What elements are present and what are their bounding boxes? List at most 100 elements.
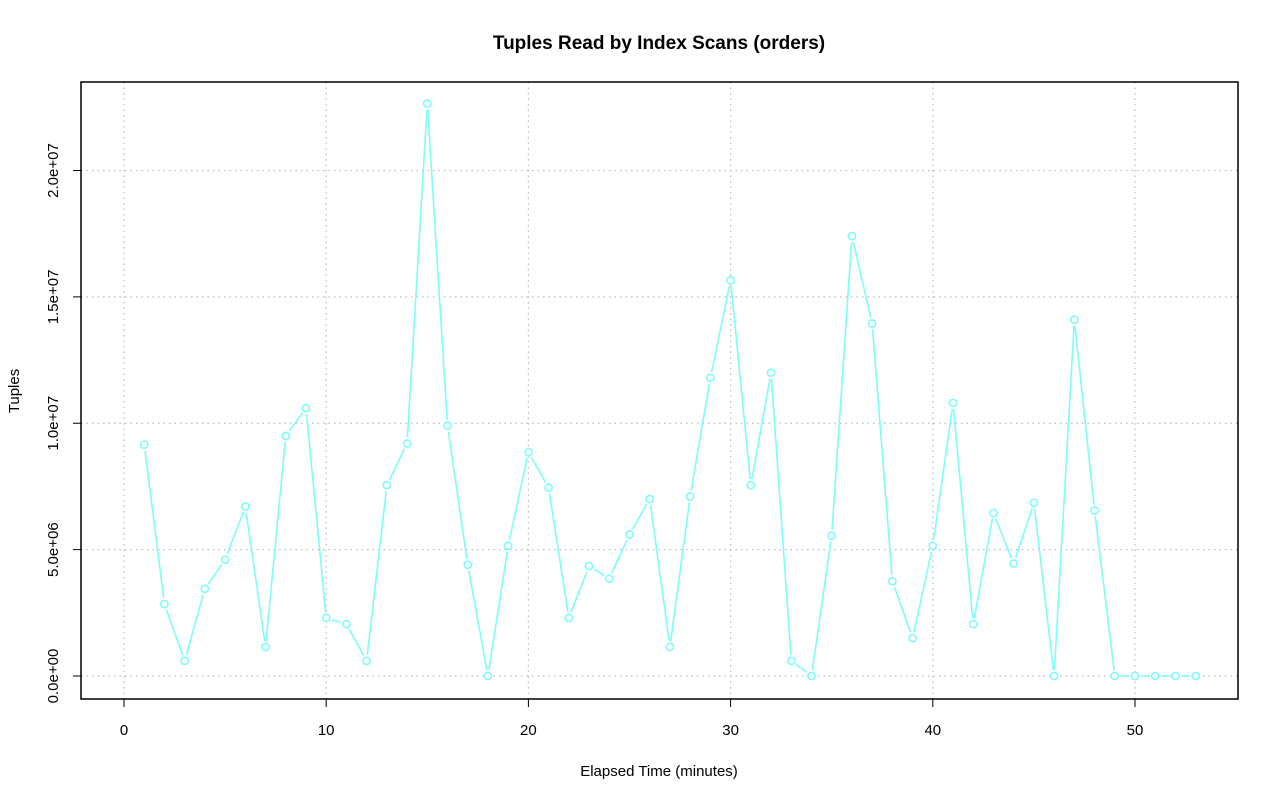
data-point (968, 619, 978, 629)
data-point (524, 447, 533, 457)
series-line-segment (468, 570, 488, 671)
data-point (584, 561, 594, 571)
data-point (928, 541, 938, 551)
data-point (321, 613, 331, 623)
data-point (443, 421, 452, 431)
series-line-segment (973, 518, 994, 619)
series-line-segment (265, 441, 286, 642)
series-line-layer (144, 109, 1190, 677)
series-line-segment (530, 457, 547, 483)
data-point (766, 368, 776, 378)
data-point-layer (139, 99, 1201, 681)
series-line-segment (1074, 325, 1095, 505)
x-tick-label: 20 (520, 722, 537, 739)
series-line-segment (795, 663, 808, 674)
x-tick-label: 30 (722, 722, 739, 739)
data-point (1150, 671, 1160, 681)
series-line-segment (611, 539, 628, 574)
data-point (544, 483, 554, 493)
data-point (1110, 671, 1120, 681)
series-line-segment (593, 568, 605, 577)
data-point (726, 276, 735, 285)
data-point (463, 560, 473, 570)
series-line-segment (288, 412, 304, 432)
series-line-segment (226, 511, 244, 555)
data-point (240, 502, 250, 512)
x-tick-label: 40 (924, 722, 941, 739)
y-axis-label: Tuples (6, 369, 23, 413)
series-line-segment (245, 512, 266, 642)
series-line-segment (631, 503, 648, 530)
series-line-segment (366, 491, 387, 655)
x-axis-label: Elapsed Time (minutes) (580, 763, 738, 780)
series-line-segment (1094, 516, 1115, 671)
series-line-segment (305, 413, 327, 612)
series-line-segment (207, 564, 223, 585)
y-tick-label: 2.0e+07 (45, 143, 62, 198)
series-line-segment (1033, 508, 1055, 671)
series-line-segment (690, 383, 711, 491)
series-line-segment (144, 450, 165, 599)
series-line-segment (994, 518, 1013, 559)
data-point (422, 99, 432, 108)
series-line-segment (331, 618, 341, 624)
series-line-segment (165, 609, 184, 656)
data-point (827, 531, 837, 541)
series-line-segment (893, 586, 912, 633)
data-point (1069, 315, 1079, 325)
series-line-segment (548, 493, 569, 613)
series-line-segment (932, 408, 953, 541)
data-point (1029, 498, 1039, 508)
series-line-segment (388, 448, 406, 481)
data-point (887, 576, 897, 586)
data-point (220, 555, 230, 565)
data-point (1090, 506, 1099, 515)
data-point (564, 613, 574, 623)
series-line-segment (185, 594, 205, 656)
series-line-segment (811, 541, 832, 671)
data-point (483, 671, 493, 681)
series-line-segment (952, 408, 974, 619)
data-point (645, 494, 655, 504)
data-point (503, 541, 513, 551)
data-point (402, 439, 412, 448)
series-line-segment (871, 329, 893, 576)
data-point (625, 530, 634, 539)
data-point (1130, 671, 1140, 681)
data-point (382, 480, 392, 490)
series-line-segment (488, 551, 509, 671)
data-point (867, 319, 877, 328)
y-tick-label: 1.5e+07 (45, 270, 62, 325)
data-point (948, 398, 958, 408)
data-point (665, 642, 675, 652)
series-line-segment (751, 378, 771, 480)
data-point (281, 431, 291, 441)
plot-frame (80, 81, 1239, 700)
data-point (301, 403, 311, 413)
series-line-segment (831, 242, 853, 530)
data-point (1171, 671, 1180, 681)
data-point (908, 633, 917, 643)
data-point (1049, 671, 1059, 681)
series-line-segment (447, 431, 468, 559)
y-tick-label: 0.0e+00 (45, 649, 62, 704)
data-point (604, 574, 614, 584)
data-point (746, 480, 756, 490)
data-point (685, 492, 695, 501)
x-tick-label: 0 (120, 722, 128, 739)
series-line-segment (913, 551, 933, 633)
grid-layer (81, 82, 1238, 699)
x-tick-label: 10 (318, 722, 335, 739)
data-point (1191, 671, 1201, 681)
chart-title: Tuples Read by Index Scans (orders) (493, 33, 825, 54)
data-point (1009, 559, 1019, 568)
data-point (786, 656, 796, 666)
data-point (847, 231, 857, 241)
data-point (807, 671, 816, 681)
data-point (200, 584, 210, 594)
series-line-segment (508, 458, 528, 541)
series-line-segment (426, 109, 448, 420)
data-point (139, 440, 149, 450)
data-point (362, 656, 372, 666)
